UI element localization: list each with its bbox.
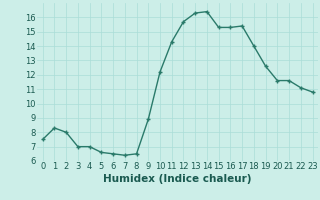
X-axis label: Humidex (Indice chaleur): Humidex (Indice chaleur) [103,174,252,184]
